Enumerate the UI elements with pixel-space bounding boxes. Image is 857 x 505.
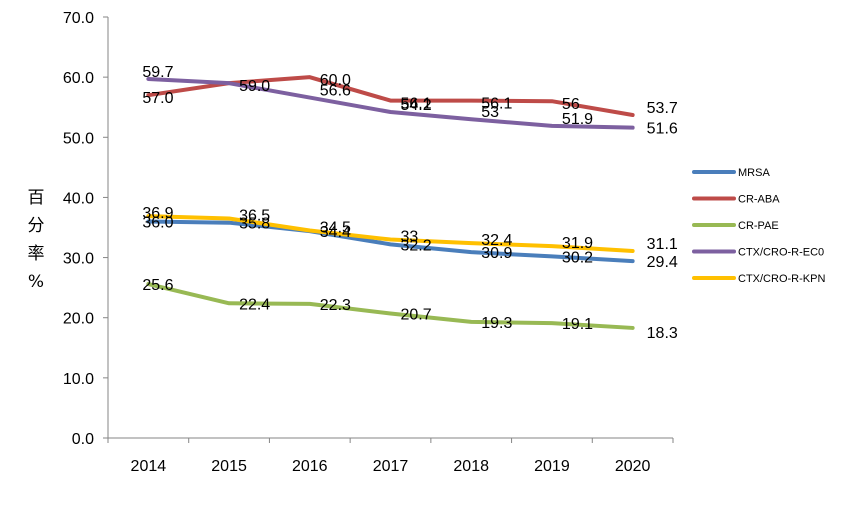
legend-label: CTX/CRO-R-KPN — [738, 273, 825, 285]
y-axis-label-char: 百 — [28, 188, 45, 208]
data-label: 35.8 — [239, 216, 270, 233]
data-label: 56.1 — [481, 96, 512, 113]
series-line-ctx-cro-r-ec0 — [146, 76, 635, 130]
data-label: 29.4 — [647, 254, 678, 271]
y-axis-label-char: 率 — [28, 244, 45, 264]
data-label: 34.4 — [320, 224, 351, 241]
data-label: 56 — [562, 96, 580, 113]
y-tick-label: 60.0 — [63, 70, 94, 87]
data-label: 36.0 — [142, 214, 173, 231]
data-label: 56.1 — [401, 96, 432, 113]
data-label: 32.2 — [401, 237, 432, 254]
x-tick-label: 2017 — [373, 458, 409, 475]
data-label: 18.3 — [647, 325, 678, 342]
data-label: 53 — [481, 104, 499, 121]
y-tick-label: 40.0 — [63, 190, 94, 207]
data-label: 32.4 — [481, 232, 512, 249]
data-label: 22.3 — [320, 297, 351, 314]
data-label: 59.7 — [142, 64, 173, 81]
series-lines — [146, 75, 635, 330]
data-label: 30.9 — [481, 245, 512, 262]
data-label: 33 — [401, 229, 419, 246]
x-tick-label: 2019 — [534, 458, 570, 475]
x-tick-label: 2015 — [211, 458, 247, 475]
data-label: 34.5 — [320, 220, 351, 237]
data-label: 53.7 — [647, 100, 678, 117]
legend: MRSA CR-ABA CR-PAE CTX/CRO-R-EC0 CTX/CRO-R-K… — [692, 167, 825, 285]
data-label: 20.7 — [401, 307, 432, 324]
x-tick-label: 2014 — [131, 458, 167, 475]
y-tick-label: 70.0 — [63, 10, 94, 27]
y-axis-label: 百分率% — [28, 188, 45, 292]
x-tick-label: 2018 — [453, 458, 489, 475]
series-line-cr-pae — [146, 282, 635, 330]
x-tick-label: 2016 — [292, 458, 328, 475]
legend-label: CR-PAE — [738, 220, 779, 232]
axes: 0.0 10.0 20.0 30.0 40.0 50.0 60.0 70.0 2014 2015 2… — [63, 10, 674, 475]
series-line-ctx-cro-r-kpn — [146, 214, 635, 253]
y-tick-label: 20.0 — [63, 311, 94, 328]
data-labels: 36.0 35.8 34.4 32.2 30.9 30.2 29.4 57.0 59.0 60.0… — [142, 64, 678, 342]
data-label: 54.2 — [401, 97, 432, 114]
data-label: 19.3 — [481, 315, 512, 332]
data-label: 51.6 — [647, 121, 678, 138]
x-tick-label: 2020 — [615, 458, 651, 475]
data-label: 60.0 — [320, 72, 351, 89]
data-label: 51.9 — [562, 111, 593, 128]
y-tick-label: 10.0 — [63, 371, 94, 388]
data-label: 31.1 — [647, 236, 678, 253]
y-axis-label-char: % — [28, 272, 44, 292]
data-label: 57.0 — [142, 90, 173, 107]
data-label: 22.4 — [239, 296, 270, 313]
y-axis-label-char: 分 — [28, 216, 45, 236]
data-label: 36.9 — [142, 205, 173, 222]
y-tick-label: 30.0 — [63, 251, 94, 268]
legend-label: CTX/CRO-R-EC0 — [738, 247, 824, 259]
data-label: 25.6 — [142, 277, 173, 294]
data-label: 59.0 — [239, 78, 270, 95]
data-label: 31.9 — [562, 235, 593, 252]
legend-label: MRSA — [738, 167, 770, 179]
data-label: 30.2 — [562, 249, 593, 266]
series-line-mrsa — [146, 219, 635, 264]
data-label: 19.1 — [562, 316, 593, 333]
data-label: 36.5 — [239, 207, 270, 224]
y-tick-label: 0.0 — [72, 431, 94, 448]
legend-label: CR-ABA — [738, 194, 780, 206]
data-label: 56.6 — [320, 83, 351, 100]
y-tick-label: 50.0 — [63, 130, 94, 147]
